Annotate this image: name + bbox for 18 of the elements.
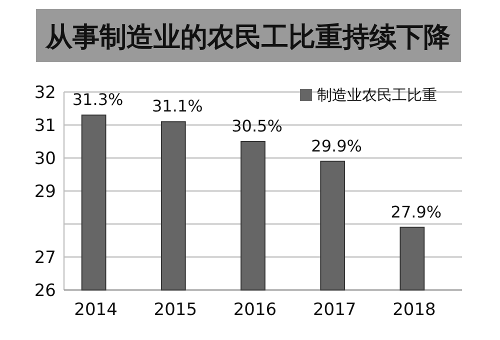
chart-title: 从事制造业的农民工比重持续下降: [44, 22, 450, 53]
x-tick-label: 2014: [74, 300, 118, 320]
text: 31.3%: [72, 90, 124, 110]
y-tick-label: 32: [34, 83, 56, 103]
y-tick-label: 30: [34, 149, 56, 169]
x-tick-label: 2017: [312, 300, 356, 320]
y-tick-label: 31: [34, 116, 56, 136]
text: 29.9%: [311, 136, 362, 156]
x-tick-label: 2015: [154, 300, 198, 320]
x-tick-label: 2018: [392, 300, 436, 320]
y-tick-label: 27: [34, 248, 56, 268]
x-tick-label: 2016: [233, 300, 277, 320]
y-tick-label: 26: [34, 281, 56, 301]
text: 31.1%: [152, 96, 203, 116]
legend-label: 制造业农民工比重: [317, 86, 437, 104]
y-tick-label: 29: [34, 182, 56, 202]
text: 30.5%: [232, 116, 282, 136]
text: 27.9%: [390, 202, 442, 222]
